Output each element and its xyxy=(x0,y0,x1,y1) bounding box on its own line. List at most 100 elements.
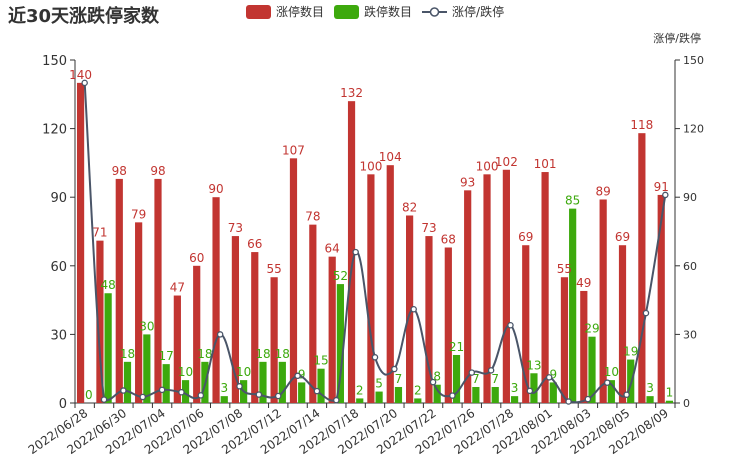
bar-up-label: 98 xyxy=(150,164,165,178)
bar-down xyxy=(414,398,422,403)
y-tick-label-left: 60 xyxy=(50,260,67,275)
bar-down xyxy=(433,384,441,403)
bar-down-label: 0 xyxy=(85,388,93,402)
bar-up xyxy=(270,277,278,403)
bar-down xyxy=(607,380,615,403)
bar-down-label: 7 xyxy=(491,372,499,386)
ratio-point xyxy=(391,365,398,373)
bar-up xyxy=(173,295,181,403)
legend-item-ratio[interactable]: 涨停/跌停 xyxy=(422,3,504,20)
bar-down xyxy=(665,400,674,403)
bar-up-label: 64 xyxy=(325,242,340,256)
bar-down-label: 18 xyxy=(255,347,270,361)
bar-up-label: 98 xyxy=(112,164,127,178)
bar-down-label: 7 xyxy=(472,372,480,386)
bar-up xyxy=(154,178,162,403)
bar-up-label: 102 xyxy=(495,155,518,169)
bar-up-label: 69 xyxy=(615,230,630,244)
y-tick-label-right: 30 xyxy=(683,328,697,341)
bar-down-label: 19 xyxy=(623,345,638,359)
bar-down-label: 85 xyxy=(565,194,580,208)
bar-down xyxy=(491,386,499,403)
ratio-point xyxy=(507,322,514,329)
bar-up xyxy=(76,82,85,403)
bar-up-label: 82 xyxy=(402,200,417,214)
bar-up-label: 132 xyxy=(340,86,363,100)
ratio-point xyxy=(468,369,476,376)
bar-up xyxy=(212,197,220,403)
ratio-point xyxy=(545,374,553,381)
bar-up xyxy=(328,256,336,403)
bar-down xyxy=(510,396,519,403)
ratio-point xyxy=(623,391,630,398)
bar-up-label: 79 xyxy=(131,207,146,221)
bar-down-label: 8 xyxy=(433,370,441,384)
bar-down xyxy=(317,368,325,403)
bar-down-label: 18 xyxy=(275,347,290,361)
y-axis-right-name: 涨停/跌停 xyxy=(653,31,701,45)
ratio-point xyxy=(526,387,534,395)
bar-up-label: 101 xyxy=(534,157,557,171)
bar-down-label: 13 xyxy=(526,358,541,372)
ratio-point xyxy=(274,392,282,400)
bar-up xyxy=(464,190,472,403)
bar-up-label: 66 xyxy=(247,237,262,251)
y-tick-label-right: 120 xyxy=(683,123,704,136)
bar-down-label: 48 xyxy=(100,278,115,292)
bar-up xyxy=(96,240,104,403)
bar-up-label: 78 xyxy=(305,210,320,224)
ratio-point xyxy=(120,387,127,394)
bar-up-label: 89 xyxy=(596,184,611,198)
bar-down-label: 30 xyxy=(139,319,154,333)
ratio-point xyxy=(313,387,321,395)
ratio-point xyxy=(662,191,669,199)
y-tick-label-left: 30 xyxy=(50,328,67,343)
ratio-point xyxy=(410,305,417,313)
bar-down xyxy=(530,373,538,403)
ratio-point xyxy=(158,386,166,394)
ratio-point xyxy=(565,398,572,405)
bar-up-label: 49 xyxy=(576,276,591,290)
bar-up xyxy=(386,165,394,403)
bar-down xyxy=(569,208,577,403)
y-tick-label-left: 0 xyxy=(59,397,67,412)
bar-down xyxy=(104,293,112,403)
bar-down xyxy=(123,361,132,403)
legend-label-down: 跌停数目 xyxy=(364,5,413,19)
bar-down-label: 3 xyxy=(646,381,654,395)
bar-up xyxy=(483,174,491,403)
bar-down xyxy=(375,391,383,403)
ratio-point xyxy=(487,367,495,374)
ratio-point xyxy=(294,372,301,380)
bar-up xyxy=(115,178,123,403)
bar-up xyxy=(406,215,414,403)
bar-up-label: 107 xyxy=(282,143,305,157)
bar-up xyxy=(541,172,549,403)
ratio-point xyxy=(584,395,592,403)
ratio-point xyxy=(255,391,263,398)
y-tick-label-left: 150 xyxy=(42,54,67,69)
bar-down xyxy=(394,386,403,403)
bar-up xyxy=(444,247,452,403)
bar-down xyxy=(278,361,286,403)
legend-item-down[interactable]: 跌停数目 xyxy=(334,3,412,20)
bar-down-label: 9 xyxy=(549,367,557,381)
legend-item-up[interactable]: 涨停数目 xyxy=(246,3,324,20)
bar-down-label: 5 xyxy=(375,377,383,391)
bar-up-label: 60 xyxy=(189,251,204,265)
bar-up-label: 90 xyxy=(208,182,223,196)
bar-up-label: 71 xyxy=(92,226,107,240)
ratio-point xyxy=(81,79,88,87)
ratio-point xyxy=(449,392,456,399)
bar-up-label: 100 xyxy=(359,159,382,173)
bar-down-label: 18 xyxy=(197,347,212,361)
bar-down-label: 10 xyxy=(604,365,619,379)
bar-up xyxy=(425,236,433,403)
bar-down xyxy=(356,398,364,403)
bar-up xyxy=(289,158,298,403)
bar-down-label: 3 xyxy=(511,381,519,395)
bar-down xyxy=(646,396,654,403)
bar-up-label: 73 xyxy=(421,221,436,235)
bar-up-label: 55 xyxy=(266,262,281,276)
